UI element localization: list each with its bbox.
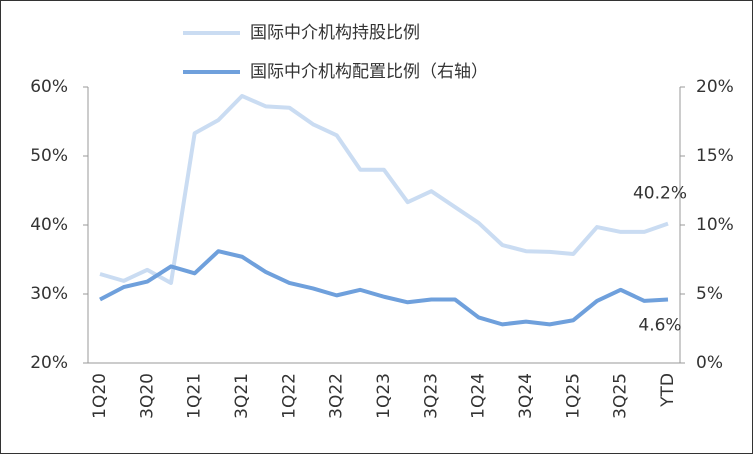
y2-tick-label: 20% bbox=[696, 77, 734, 97]
x-tick-label: 1Q22 bbox=[279, 373, 299, 419]
y-tick-label: 40% bbox=[30, 215, 68, 235]
x-tick-label: 3Q21 bbox=[232, 373, 252, 419]
x-tick-label: 1Q25 bbox=[563, 373, 583, 419]
x-tick-label: 1Q20 bbox=[90, 373, 110, 419]
x-tick-label: 3Q20 bbox=[137, 373, 157, 419]
value-label: 40.2% bbox=[633, 184, 687, 204]
legend-label: 国际中介机构配置比例（右轴） bbox=[250, 62, 488, 82]
x-tick-label: YTD bbox=[658, 373, 678, 408]
y-tick-label: 60% bbox=[30, 77, 68, 97]
y2-tick-label: 10% bbox=[696, 215, 734, 235]
x-tick-label: 3Q23 bbox=[421, 373, 441, 419]
x-tick-label: 1Q21 bbox=[185, 373, 205, 419]
x-tick-label: 1Q23 bbox=[374, 373, 394, 419]
value-label: 4.6% bbox=[638, 316, 681, 336]
x-tick-label: 3Q25 bbox=[611, 373, 631, 419]
y-tick-label: 30% bbox=[30, 284, 68, 304]
y2-tick-label: 0% bbox=[696, 353, 723, 373]
series-line bbox=[99, 93, 669, 285]
x-tick-label: 3Q24 bbox=[516, 373, 536, 419]
x-tick-label: 1Q24 bbox=[469, 373, 489, 419]
legend-label: 国际中介机构持股比例 bbox=[250, 23, 420, 43]
y-tick-label: 50% bbox=[30, 146, 68, 166]
x-tick-label: 3Q22 bbox=[327, 373, 347, 419]
series-line bbox=[99, 249, 669, 327]
y2-tick-label: 5% bbox=[696, 284, 723, 304]
y-tick-label: 20% bbox=[30, 353, 68, 373]
y2-tick-label: 15% bbox=[696, 146, 734, 166]
